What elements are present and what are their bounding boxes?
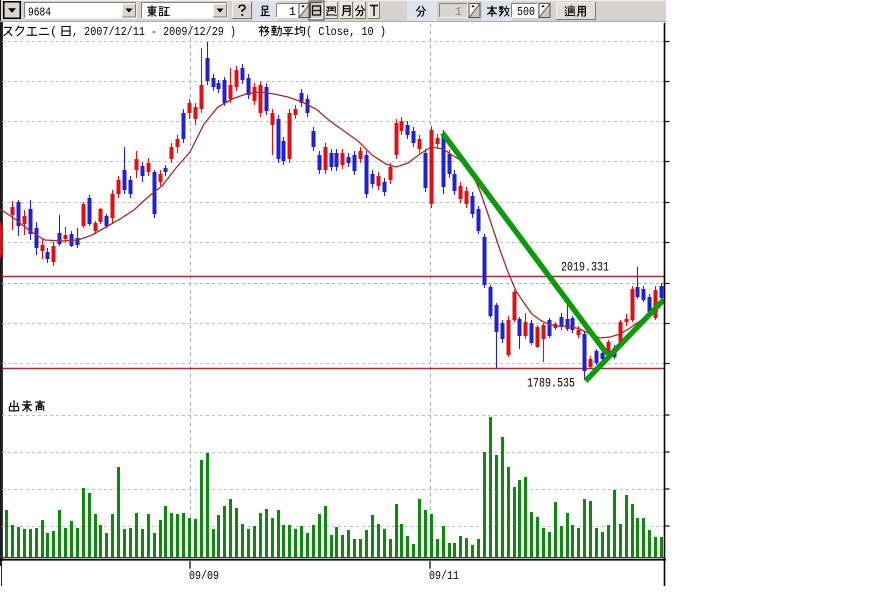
svg-text:1789.535: 1789.535: [527, 377, 575, 391]
svg-text:9684: 9684: [28, 6, 51, 20]
svg-text:( Close, 10 ): ( Close, 10 ): [306, 25, 386, 39]
svg-text:1: 1: [455, 5, 462, 19]
svg-text:1: 1: [289, 5, 296, 19]
svg-text:09/11: 09/11: [429, 570, 459, 583]
svg-text:, 2007/12/11 - 2009/12/29 ): , 2007/12/11 - 2009/12/29 ): [72, 25, 236, 39]
svg-text:500: 500: [517, 5, 535, 19]
svg-text:2019.331: 2019.331: [561, 261, 609, 275]
svg-text:09/09: 09/09: [189, 570, 219, 583]
svg-text:(: (: [50, 25, 57, 39]
